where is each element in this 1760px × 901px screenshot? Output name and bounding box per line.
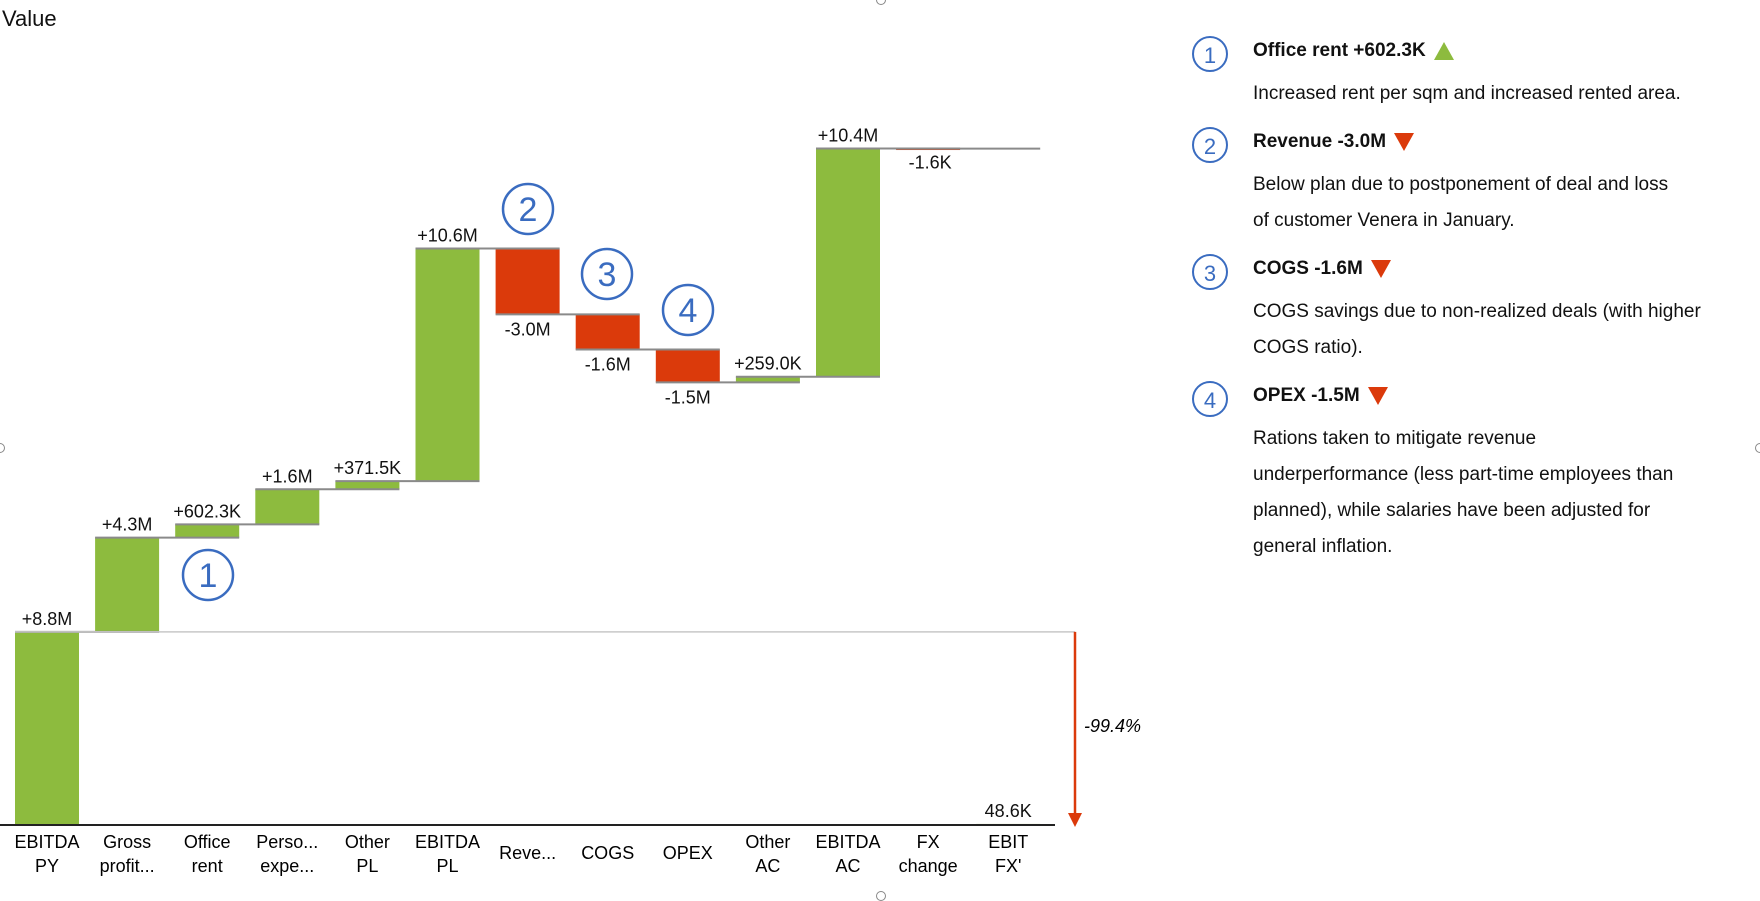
marker-number: 4 (679, 292, 698, 330)
data-label: 48.6K (985, 801, 1032, 821)
category-label: Perso... (256, 832, 318, 852)
category-label: change (899, 856, 958, 876)
category-label: FX' (995, 856, 1021, 876)
marker-circle-3: 3 (1192, 254, 1228, 290)
chart-title: Value (2, 6, 57, 31)
note-line: of customer Venera in January. (1253, 210, 1515, 231)
bar (735, 376, 800, 383)
category-label: profit... (100, 856, 155, 876)
bar (575, 314, 640, 350)
note-line: Below plan due to postponement of deal a… (1253, 174, 1669, 195)
marker-circle-3 (580, 247, 634, 301)
bar (816, 148, 880, 377)
data-label: +602.3K (173, 501, 241, 521)
resize-handle-bottom[interactable] (876, 891, 886, 901)
category-label: PY (35, 856, 59, 876)
note-title: Revenue -3.0M (1253, 131, 1387, 152)
data-label: +4.3M (102, 515, 153, 535)
arrow-head-icon (1068, 813, 1082, 827)
category-label: rent (192, 856, 223, 876)
data-label: +10.4M (818, 126, 879, 146)
bar (95, 537, 160, 632)
category-label: COGS (581, 843, 634, 863)
category-label: EBITDA (415, 832, 480, 852)
marker-number: 3 (598, 256, 617, 294)
marker-circle-1 (181, 548, 235, 602)
category-label: EBIT (988, 832, 1028, 852)
category-label: Other (345, 832, 390, 852)
category-label: Gross (103, 832, 151, 852)
marker-number: 2 (519, 191, 538, 229)
bar (335, 481, 400, 490)
resize-handle-right[interactable] (1755, 443, 1760, 453)
data-label: +1.6M (262, 466, 313, 486)
category-label: expe... (260, 856, 314, 876)
category-label: EBITDA (815, 832, 880, 852)
category-label: OPEX (663, 843, 713, 863)
category-label: AC (755, 856, 780, 876)
marker-circle-4: 4 (1192, 381, 1228, 417)
data-label: -1.5M (665, 387, 711, 407)
triangle-down-icon (1394, 132, 1415, 151)
bar (15, 631, 79, 825)
difference-label: -99.4% (1084, 716, 1141, 736)
data-label: +8.8M (22, 609, 73, 629)
category-label: PL (436, 856, 458, 876)
note-line: general inflation. (1253, 536, 1393, 557)
marker-number: 1 (199, 557, 218, 595)
bar (655, 349, 720, 383)
note-line: underperformance (less part-time employe… (1253, 464, 1674, 485)
data-label: +10.6M (417, 226, 478, 246)
category-label: PL (356, 856, 378, 876)
category-label: FX (917, 832, 940, 852)
marker-circle-2 (501, 182, 555, 236)
bar (495, 248, 560, 315)
triangle-down-icon (1370, 259, 1391, 278)
data-label: -1.6K (909, 153, 952, 173)
note-line: Increased rent per sqm and increased ren… (1253, 83, 1681, 104)
note-title: COGS -1.6M (1253, 258, 1363, 279)
triangle-down-icon (1367, 386, 1388, 405)
bar (415, 248, 480, 482)
category-label: Office (184, 832, 231, 852)
bar (255, 489, 320, 525)
note-title: OPEX -1.5M (1253, 385, 1360, 406)
category-label: AC (835, 856, 860, 876)
marker-circle-1: 1 (1192, 36, 1228, 72)
marker-circle-2: 2 (1192, 127, 1228, 163)
data-label: +259.0K (734, 354, 802, 374)
category-label: Other (745, 832, 790, 852)
category-label: Reve... (499, 843, 556, 863)
marker-circle-4 (661, 283, 715, 337)
note-line: planned), while salaries have been adjus… (1253, 500, 1651, 521)
data-label: -3.0M (505, 319, 551, 339)
note-line: Rations taken to mitigate revenue (1253, 428, 1537, 449)
note-line: COGS ratio). (1253, 337, 1363, 358)
triangle-up-icon (1433, 41, 1454, 60)
bar (175, 524, 240, 538)
data-label: -1.6M (585, 354, 631, 374)
data-label: +371.5K (334, 458, 402, 478)
note-title: Office rent +602.3K (1253, 40, 1426, 61)
category-label: EBITDA (14, 832, 79, 852)
note-line: COGS savings due to non-realized deals (… (1253, 301, 1701, 322)
